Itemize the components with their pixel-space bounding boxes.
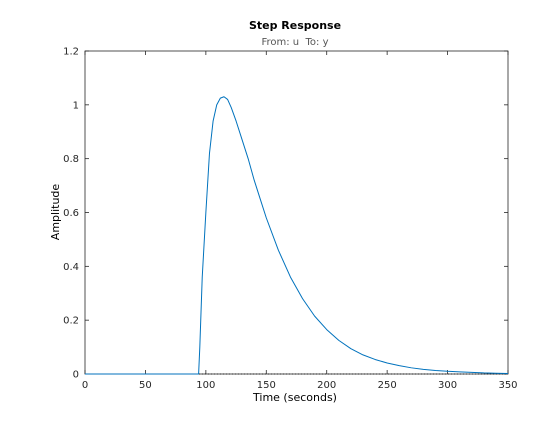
y-tick-label: 0 (73, 370, 79, 381)
step-response-line (85, 96, 509, 375)
x-axis: 0 50 100 150 200 250 300 350 (82, 51, 518, 391)
y-axis-label: Amplitude (49, 184, 62, 241)
x-tick-label: 200 (317, 380, 336, 391)
chart-title: Step Response (249, 19, 341, 32)
y-tick-label: 1 (73, 100, 79, 111)
chart-subtitle: From: u To: y (261, 37, 328, 48)
y-tick-label: 0.8 (63, 154, 79, 165)
plot-area (84, 50, 509, 375)
x-tick-label: 150 (257, 380, 276, 391)
x-tick-label: 350 (498, 380, 517, 391)
x-tick-label: 300 (438, 380, 457, 391)
y-tick-label: 1.2 (63, 47, 79, 58)
x-axis-label: Time (seconds) (252, 391, 337, 404)
x-tick-label: 50 (139, 380, 152, 391)
y-tick-label: 0.4 (63, 262, 79, 273)
y-axis: 0 0.2 0.4 0.6 0.8 1 1.2 (63, 47, 508, 381)
x-tick-label: 250 (378, 380, 397, 391)
y-tick-label: 0.6 (63, 208, 79, 219)
x-tick-label: 100 (196, 380, 215, 391)
y-tick-label: 0.2 (63, 316, 79, 327)
series-layer (85, 96, 509, 375)
x-tick-label: 0 (82, 380, 88, 391)
